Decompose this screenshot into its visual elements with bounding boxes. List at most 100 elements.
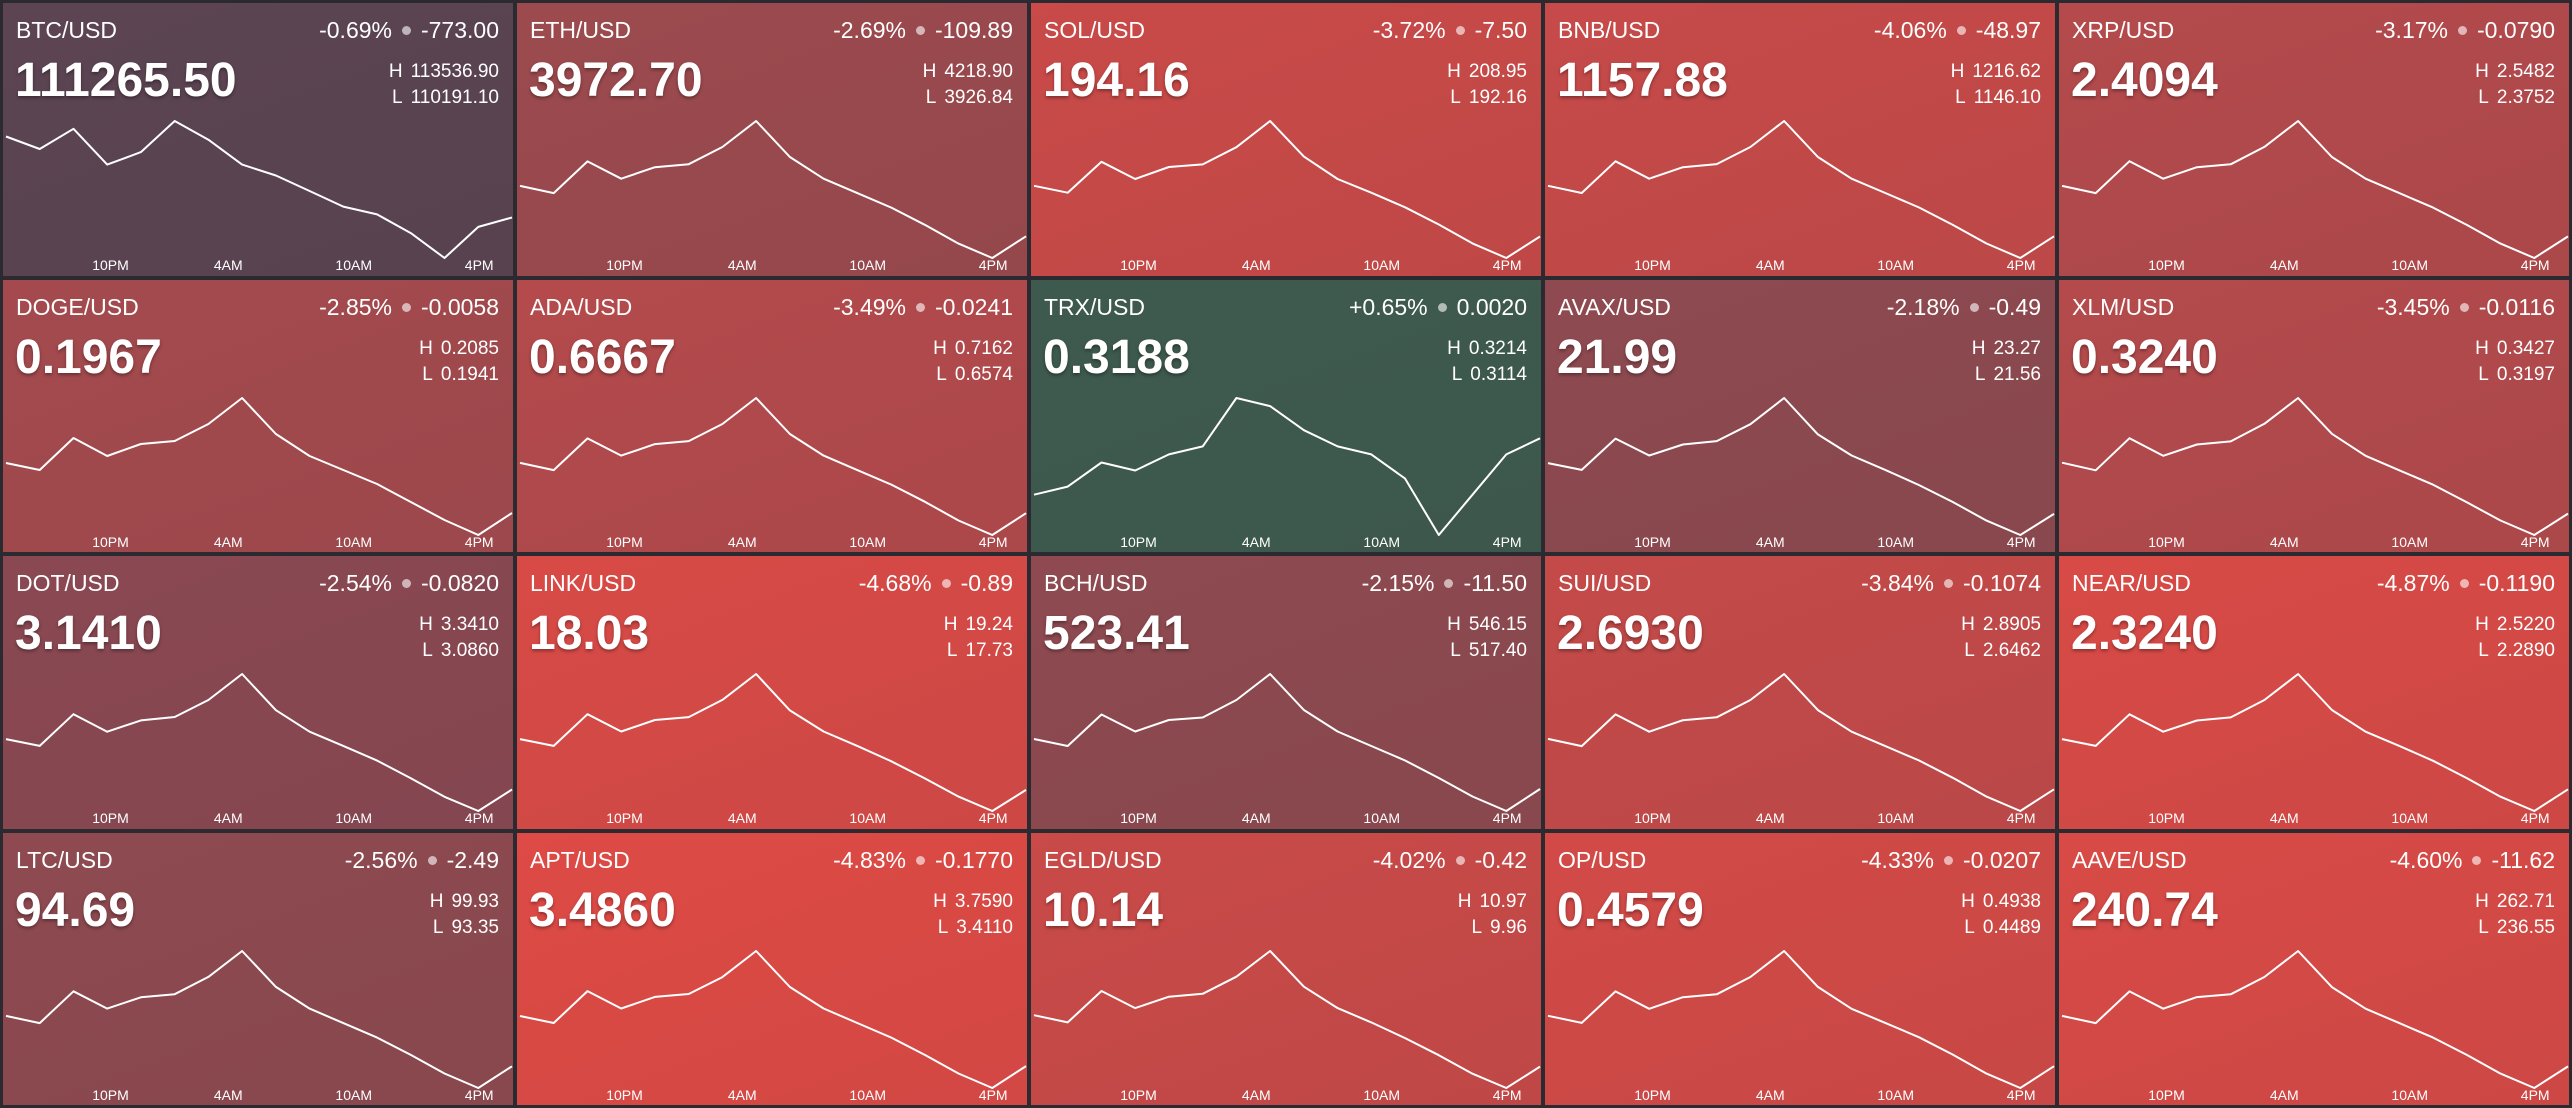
- ticker-tile[interactable]: OP/USD -4.33% -0.0207 0.4579 H 0.4938 L 0.4489 1…: [1545, 832, 2055, 1105]
- sparkline: [1033, 673, 1541, 812]
- time-label: 4PM: [979, 534, 1008, 550]
- low-label: L: [1451, 363, 1463, 385]
- ticker-tile[interactable]: SUI/USD -3.84% -0.1074 2.6930 H 2.8905 L 2.6462…: [1545, 556, 2055, 829]
- pair-name: EGLD/USD: [1044, 846, 1162, 873]
- sparkline: [1547, 673, 2055, 812]
- high: H 0.3214: [1447, 338, 1527, 360]
- time-label: 4AM: [1756, 534, 1785, 550]
- change: -2.85% -0.0058: [319, 294, 499, 321]
- time-label: 4PM: [1493, 1087, 1522, 1103]
- sparkline-chart: 10PM 4AM 10AM 4PM: [1547, 120, 2055, 273]
- sparkline-chart: 10PM 4AM 10AM 4PM: [1547, 949, 2055, 1103]
- sparkline-chart: 10PM 4AM 10AM 4PM: [1033, 120, 1541, 273]
- ticker-tile[interactable]: SOL/USD -3.72% -7.50 194.16 H 208.95 L 192.16 10…: [1031, 3, 1541, 276]
- ticker-tile[interactable]: BCH/USD -2.15% -11.50 523.41 H 546.15 L 517.40 1…: [1031, 556, 1541, 829]
- low: L 0.3114: [1452, 364, 1527, 386]
- change: -2.54% -0.0820: [319, 570, 499, 597]
- sparkline-chart: 10PM 4AM 10AM 4PM: [1547, 673, 2055, 826]
- time-label: 10PM: [1634, 257, 1671, 273]
- time-label: 4AM: [1242, 534, 1271, 550]
- high: H 19.24: [944, 614, 1013, 636]
- ticker-tile[interactable]: AVAX/USD -2.18% -0.49 21.99 H 23.27 L 21.56 10PM…: [1545, 279, 2055, 552]
- low: L 2.3752: [2478, 87, 2555, 109]
- time-label: 10AM: [2391, 1087, 2428, 1103]
- low-value: 17.73: [965, 640, 1013, 661]
- low: L 0.3197: [2478, 364, 2555, 386]
- high-value: 0.4938: [1982, 890, 2041, 912]
- pair-name: XLM/USD: [2072, 293, 2175, 320]
- ticker-tile[interactable]: NEAR/USD -4.87% -0.1190 2.3240 H 2.5220 L 2.289…: [2059, 556, 2569, 829]
- ticker-tile[interactable]: EGLD/USD -4.02% -0.42 10.14 H 10.97 L 9.96 10PM 4…: [1031, 832, 1541, 1105]
- low-label: L: [392, 87, 403, 108]
- change-amount: -48.97: [1975, 17, 2041, 43]
- price: 194.16: [1043, 54, 1190, 107]
- change: -4.33% -0.0207: [1861, 847, 2041, 874]
- ticker-tile[interactable]: LTC/USD -2.56% -2.49 94.69 H 99.93 L 93.35 10PM 4…: [3, 832, 513, 1105]
- time-label: 10PM: [606, 810, 643, 826]
- time-label: 10PM: [1120, 534, 1157, 550]
- sparkline-chart: 10PM 4AM 10AM 4PM: [5, 949, 513, 1103]
- sparkline-chart: 10PM 4AM 10AM 4PM: [1547, 396, 2055, 550]
- ticker-tile[interactable]: XLM/USD -3.45% -0.0116 0.3240 H 0.3427 L 0.3197…: [2059, 279, 2569, 552]
- time-label: 4AM: [1756, 257, 1785, 273]
- separator-dot: [427, 855, 437, 865]
- separator-dot: [1943, 579, 1953, 588]
- low-value: 110191.10: [410, 87, 499, 108]
- ticker-tile[interactable]: BNB/USD -4.06% -48.97 1157.88 H 1216.62 L 1146.…: [1545, 3, 2055, 276]
- ticker-tile[interactable]: DOT/USD -2.54% -0.0820 3.1410 H 3.3410 L 3.0860…: [3, 556, 513, 829]
- ticker-tile[interactable]: DOGE/USD -2.85% -0.0058 0.1967 H 0.2085 L 0.194…: [3, 279, 513, 552]
- sparkline-chart: 10PM 4AM 10AM 4PM: [519, 396, 1027, 550]
- time-label: 4PM: [465, 1087, 494, 1103]
- separator-dot: [2459, 579, 2469, 588]
- ticker-tile[interactable]: APT/USD -4.83% -0.1770 3.4860 H 3.7590 L 3.4110…: [517, 832, 1027, 1105]
- high-value: 0.3214: [1468, 337, 1527, 359]
- time-label: 10AM: [335, 257, 372, 273]
- change: +0.65% 0.0020: [1349, 294, 1527, 321]
- change: -4.68% -0.89: [859, 570, 1013, 597]
- high-label: H: [1961, 890, 1975, 912]
- low-label: L: [1471, 916, 1483, 938]
- pair-name: BNB/USD: [1558, 17, 1661, 43]
- ticker-tile[interactable]: AAVE/USD -4.60% -11.62 240.74 H 262.71 L 236.55…: [2059, 832, 2569, 1105]
- low-value: 0.3197: [2496, 363, 2555, 385]
- ticker-tile[interactable]: XRP/USD -3.17% -0.0790 2.4094 H 2.5482 L 2.3752…: [2059, 3, 2569, 276]
- time-label: 4PM: [1493, 534, 1522, 550]
- low: L 93.35: [433, 917, 499, 939]
- low-value: 1146.10: [1973, 87, 2041, 108]
- time-label: 10AM: [1363, 1087, 1400, 1103]
- separator-dot: [2459, 302, 2469, 312]
- change-amount: -109.89: [934, 17, 1013, 43]
- sparkline: [5, 396, 513, 536]
- ticker-tile[interactable]: ETH/USD -2.69% -109.89 3972.70 H 4218.90 L 3926…: [517, 3, 1027, 276]
- high: H 99.93: [430, 891, 499, 913]
- time-label: 4AM: [1756, 810, 1785, 826]
- time-label: 10PM: [1634, 1087, 1671, 1103]
- high-label: H: [933, 890, 947, 912]
- change: -3.84% -0.1074: [1861, 570, 2041, 597]
- change-percent: -4.06%: [1873, 17, 1947, 43]
- time-label: 4PM: [465, 534, 494, 550]
- pair-name: AVAX/USD: [1558, 293, 1671, 320]
- time-label: 10PM: [606, 534, 643, 550]
- high-label: H: [419, 614, 433, 635]
- sparkline-chart: 10PM 4AM 10AM 4PM: [2061, 396, 2569, 550]
- high: H 2.5220: [2475, 614, 2555, 636]
- low: L 192.16: [1450, 87, 1527, 109]
- time-label: 10AM: [1877, 257, 1914, 273]
- ticker-tile[interactable]: TRX/USD +0.65% 0.0020 0.3188 H 0.3214 L 0.3114 1…: [1031, 279, 1541, 552]
- time-label: 10AM: [2391, 257, 2428, 273]
- low-label: L: [1955, 87, 1966, 108]
- change-amount: -0.1770: [934, 846, 1013, 873]
- ticker-tile[interactable]: LINK/USD -4.68% -0.89 18.03 H 19.24 L 17.73 10PM…: [517, 556, 1027, 829]
- sparkline-chart: 10PM 4AM 10AM 4PM: [1033, 673, 1541, 826]
- change: -4.06% -48.97: [1874, 17, 2041, 44]
- ticker-tile[interactable]: ADA/USD -3.49% -0.0241 0.6667 H 0.7162 L 0.6574…: [517, 279, 1027, 552]
- time-label: 4AM: [2270, 257, 2299, 273]
- time-label: 10AM: [2391, 534, 2428, 550]
- sparkline: [519, 120, 1027, 259]
- sparkline: [2061, 120, 2569, 259]
- ticker-tile[interactable]: BTC/USD -0.69% -773.00 111265.50 H 113536.90 L…: [3, 3, 513, 276]
- time-label: 4PM: [465, 257, 494, 273]
- change: -2.56% -2.49: [345, 847, 499, 874]
- pair-name: APT/USD: [530, 846, 630, 873]
